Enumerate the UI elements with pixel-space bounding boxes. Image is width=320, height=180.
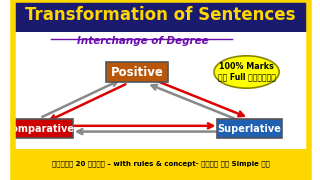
Text: सिर्फ 20 मिनट – with rules & concept- बहुत ही Simple है: सिर्फ 20 मिनट – with rules & concept- बह… <box>52 161 270 167</box>
Text: Positive: Positive <box>111 66 164 78</box>
FancyBboxPatch shape <box>5 119 73 138</box>
Ellipse shape <box>214 56 279 88</box>
Text: Comparative: Comparative <box>4 124 74 134</box>
FancyBboxPatch shape <box>217 119 282 138</box>
Text: की Full गारंटी: की Full गारंटी <box>218 73 276 82</box>
Text: Transformation of Sentences: Transformation of Sentences <box>26 6 296 24</box>
Bar <box>13 148 309 180</box>
Text: Interchange of Degree: Interchange of Degree <box>77 36 209 46</box>
FancyBboxPatch shape <box>106 62 168 82</box>
Text: 100% Marks: 100% Marks <box>219 62 274 71</box>
Text: Superlative: Superlative <box>218 124 282 134</box>
Bar <box>13 0 309 32</box>
